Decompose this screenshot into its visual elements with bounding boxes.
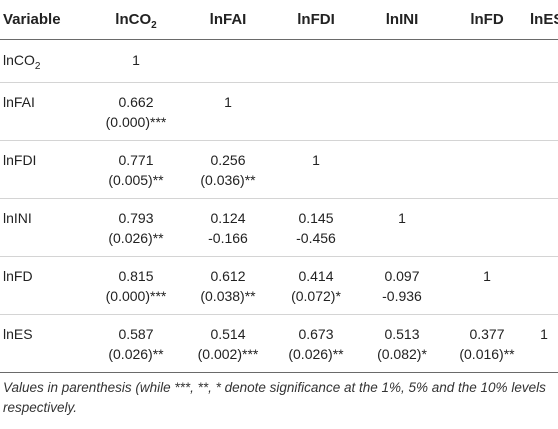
table-cell: 0.793 (0.026)** — [108, 209, 164, 246]
table-row: lnFDI 0.771 (0.005)** 0.256 (0.036)** 1 — [0, 140, 558, 198]
table-cell: 1 — [483, 267, 491, 284]
table-cell: 0.612 (0.038)** — [200, 267, 256, 304]
table-cell — [360, 39, 444, 82]
table-row: lnES 0.587 (0.026)** 0.514 (0.002)*** 0.67… — [0, 314, 558, 372]
table-header-row: Variable lnCO2 lnFAI lnFDI lnINI lnFD ln… — [0, 0, 558, 39]
row-label: lnFAI — [3, 93, 35, 110]
table-cell — [444, 39, 530, 82]
table-cell — [272, 82, 360, 140]
column-header-variable: Variable — [3, 10, 61, 28]
table-row: lnFD 0.815 (0.000)*** 0.612 (0.038)** 0.41… — [0, 256, 558, 314]
table-cell: 0.514 (0.002)*** — [197, 325, 259, 362]
column-header-lnfd: lnFD — [470, 10, 504, 28]
table-cell — [360, 82, 444, 140]
table-cell — [530, 82, 558, 140]
table-row: lnCO2 1 — [0, 39, 558, 82]
table-cell: 0.256 (0.036)** — [200, 151, 256, 188]
correlation-table-container: Variable lnCO2 lnFAI lnFDI lnINI lnFD ln… — [0, 0, 558, 372]
table-cell: 0.124 -0.166 — [208, 209, 248, 246]
table-cell — [272, 39, 360, 82]
correlation-matrix-table: Variable lnCO2 lnFAI lnFDI lnINI lnFD ln… — [0, 0, 558, 372]
table-cell: 0.145 -0.456 — [296, 209, 336, 246]
table-footnote: Values in parenthesis (while ***, **, * … — [3, 380, 546, 415]
table-cell — [530, 198, 558, 256]
table-cell: 0.587 (0.026)** — [108, 325, 164, 362]
table-cell: 1 — [224, 93, 232, 110]
table-cell: 0.673 (0.026)** — [288, 325, 344, 362]
table-cell — [444, 140, 530, 198]
table-row: lnINI 0.793 (0.026)** 0.124 -0.166 0.145 -0… — [0, 198, 558, 256]
table-cell — [444, 198, 530, 256]
table-cell: 0.414 (0.072)* — [291, 267, 341, 304]
row-label: lnINI — [3, 209, 32, 226]
column-header-lnfdi: lnFDI — [297, 10, 335, 28]
table-cell: 0.377 (0.016)** — [459, 325, 515, 362]
table-cell: 1 — [540, 325, 548, 342]
table-cell: 0.513 (0.082)* — [377, 325, 427, 362]
table-row: lnFAI 0.662 (0.000)*** 1 — [0, 82, 558, 140]
table-cell — [530, 39, 558, 82]
row-label: lnFD — [3, 267, 33, 284]
column-header-lnini: lnINI — [385, 10, 419, 28]
table-cell: 0.771 (0.005)** — [108, 151, 164, 188]
table-cell: 1 — [398, 209, 406, 226]
table-cell — [530, 256, 558, 314]
row-label: lnCO2 — [3, 51, 41, 72]
column-header-lnes: lnES — [530, 10, 558, 28]
table-cell: 0.815 (0.000)*** — [105, 267, 167, 304]
column-header-lnfai: lnFAI — [209, 10, 247, 28]
table-cell: 1 — [312, 151, 320, 168]
column-header-lnco2: lnCO2 — [115, 10, 157, 31]
row-label: lnES — [3, 325, 33, 342]
row-label: lnFDI — [3, 151, 37, 168]
table-cell — [360, 140, 444, 198]
table-cell — [530, 140, 558, 198]
table-cell — [184, 39, 272, 82]
table-cell: 1 — [132, 51, 140, 68]
table-cell — [444, 82, 530, 140]
table-cell: 0.097 -0.936 — [382, 267, 422, 304]
table-cell: 0.662 (0.000)*** — [105, 93, 167, 130]
